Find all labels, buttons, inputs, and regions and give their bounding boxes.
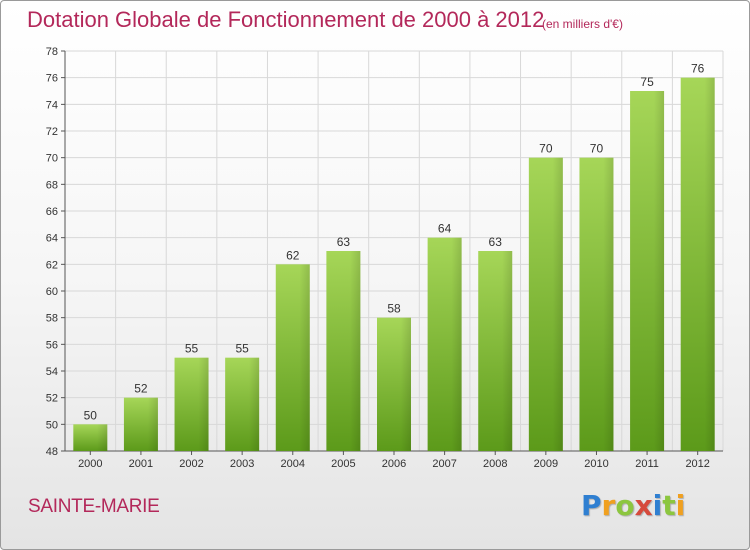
labels: 48 50 52 54 56 58 60 62 64 66 68 70 72 74 76 78 50 2000 52… xyxy=(46,46,710,470)
bar-shade xyxy=(478,251,513,451)
x-tick-label: 2001 xyxy=(129,458,153,470)
x-tick-label: 2007 xyxy=(432,458,456,470)
x-tick-label: 2005 xyxy=(331,458,355,470)
bar-shade xyxy=(528,157,563,451)
y-tick-label: 54 xyxy=(46,366,58,378)
x-tick-label: 2004 xyxy=(281,458,305,470)
y-tick-label: 76 xyxy=(46,73,58,85)
bar-value-label: 55 xyxy=(235,342,249,356)
bar-value-label: 63 xyxy=(337,235,351,249)
y-tick-label: 58 xyxy=(46,313,58,325)
bar-value-label: 70 xyxy=(539,142,553,156)
y-tick-label: 60 xyxy=(46,286,58,298)
y-tick-label: 70 xyxy=(46,153,58,165)
logo-letter: o xyxy=(615,489,635,522)
bar-shade xyxy=(174,357,209,451)
logo-letter: x xyxy=(634,489,653,522)
bar-value-label: 58 xyxy=(387,302,401,316)
y-tick-label: 66 xyxy=(46,206,58,218)
logo-letter: i xyxy=(652,489,663,522)
bar-shade xyxy=(275,264,310,451)
y-tick-label: 50 xyxy=(46,419,58,431)
bar-value-label: 76 xyxy=(691,62,705,76)
x-tick-label: 2012 xyxy=(685,458,709,470)
x-tick-label: 2000 xyxy=(78,458,102,470)
x-tick-label: 2009 xyxy=(534,458,558,470)
logo-letter: i xyxy=(675,489,686,522)
y-tick-label: 48 xyxy=(46,446,58,458)
bar-value-label: 50 xyxy=(84,408,98,422)
y-tick-label: 72 xyxy=(46,126,58,138)
commune-name: SAINTE-MARIE xyxy=(28,496,160,517)
logo-letter: r xyxy=(601,489,616,522)
x-tick-label: 2011 xyxy=(635,458,659,470)
x-tick-label: 2010 xyxy=(584,458,608,470)
chart-title: Dotation Globale de Fonctionnement de 20… xyxy=(27,7,545,32)
chart-subtitle: (en milliers d'€) xyxy=(542,17,623,31)
bar-shade xyxy=(225,357,260,451)
bar-value-label: 52 xyxy=(134,382,148,396)
bar-shade xyxy=(377,317,411,451)
y-tick-label: 74 xyxy=(46,99,58,111)
x-tick-label: 2002 xyxy=(179,458,203,470)
bar-shade xyxy=(630,91,665,451)
bar-shade xyxy=(73,424,108,451)
x-tick-label: 2006 xyxy=(382,458,406,470)
proxiti-logo[interactable]: Proxiti xyxy=(581,489,685,522)
x-tick-label: 2003 xyxy=(230,458,254,470)
bar-shade xyxy=(680,77,715,452)
bar-shade xyxy=(123,397,158,451)
bar-value-label: 64 xyxy=(438,222,452,236)
y-tick-label: 52 xyxy=(46,393,58,405)
bar-value-label: 55 xyxy=(185,342,199,356)
y-tick-label: 56 xyxy=(46,339,58,351)
bar-value-label: 62 xyxy=(286,248,300,262)
bar-value-label: 70 xyxy=(590,142,604,156)
logo-letter: P xyxy=(581,489,602,522)
y-tick-label: 62 xyxy=(46,259,58,271)
bar-value-label: 75 xyxy=(640,75,654,89)
y-tick-label: 78 xyxy=(46,46,58,58)
y-tick-label: 64 xyxy=(46,233,58,245)
x-tick-label: 2008 xyxy=(483,458,507,470)
y-tick-label: 68 xyxy=(46,179,58,191)
logo-letter: t xyxy=(662,489,676,522)
bars xyxy=(73,77,715,452)
bar-value-label: 63 xyxy=(489,235,503,249)
bar-shade xyxy=(326,251,361,451)
bar-shade xyxy=(427,237,462,451)
bar-shade xyxy=(579,157,614,451)
